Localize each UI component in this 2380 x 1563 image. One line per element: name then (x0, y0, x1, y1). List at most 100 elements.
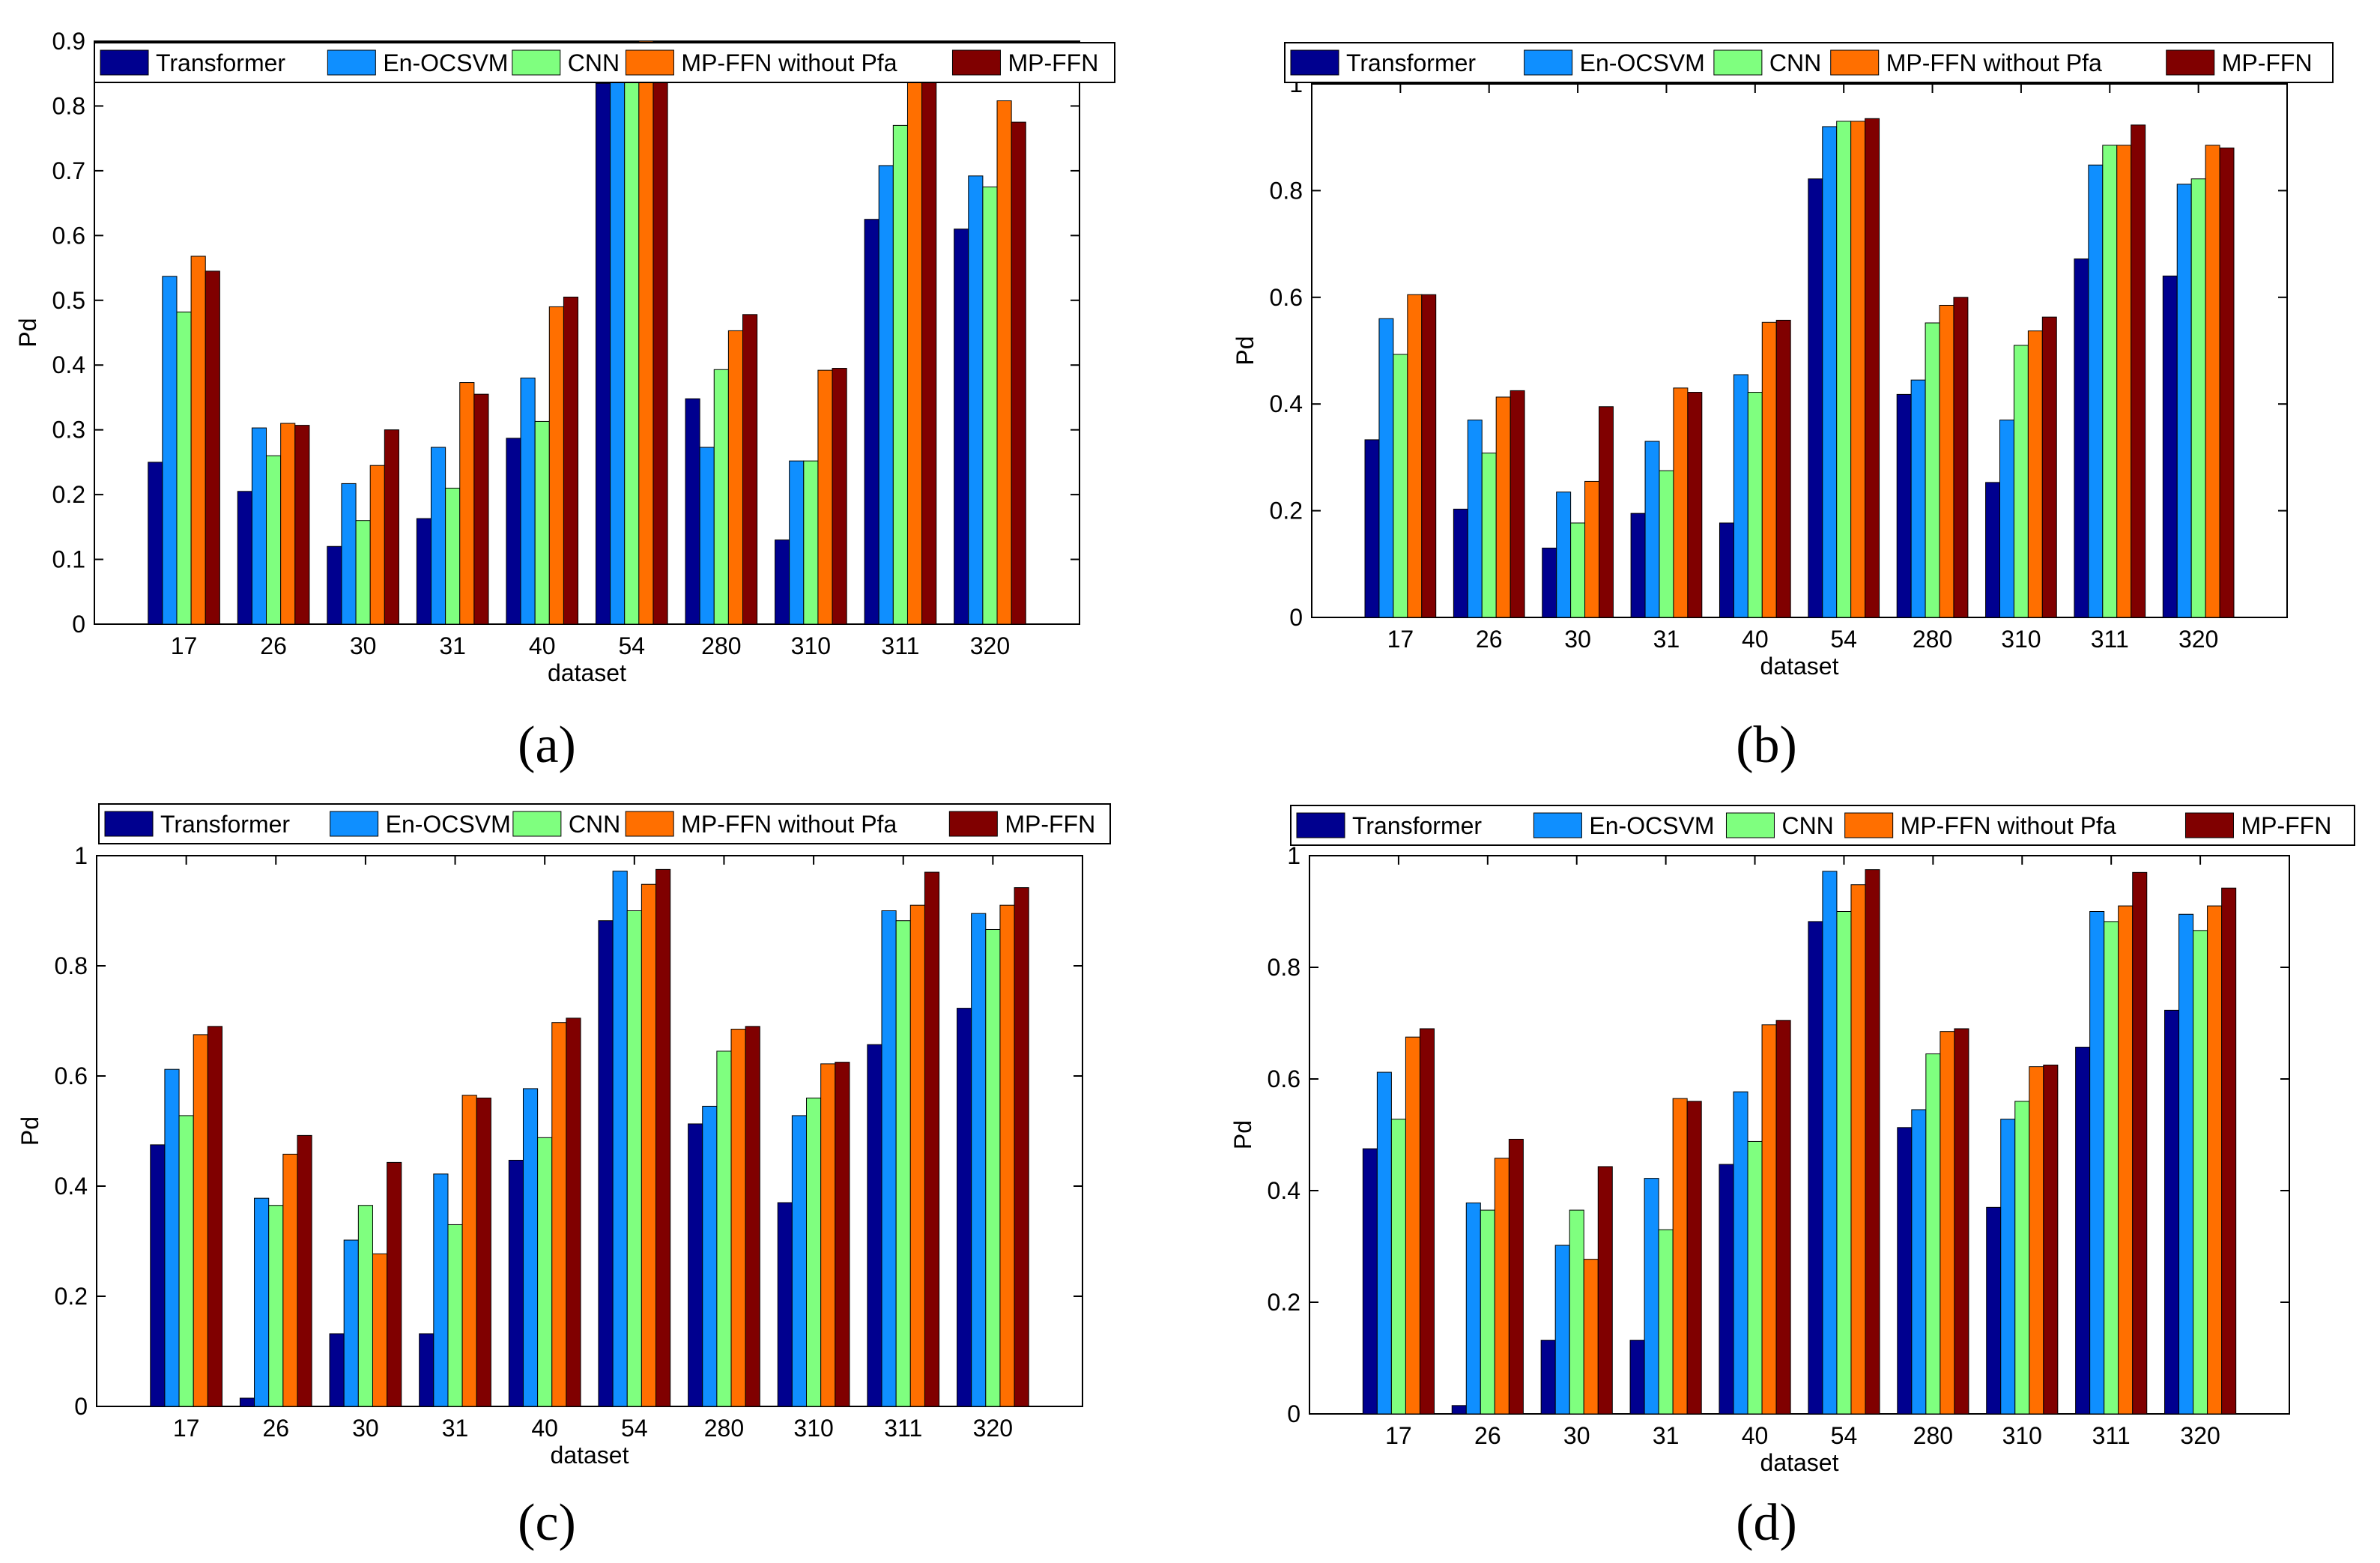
bar-c-320-1 (971, 913, 987, 1407)
bar-b-31-4 (1687, 392, 1703, 618)
bar-d-280-4 (1954, 1028, 1969, 1415)
bar-c-17-0 (150, 1144, 166, 1407)
legend-label-c-0: Transformer (160, 811, 290, 838)
legend-swatch-d-4 (2184, 812, 2234, 838)
bar-a-310-3 (817, 369, 833, 625)
bar-d-320-1 (2178, 913, 2194, 1415)
bar-d-40-2 (1747, 1140, 1763, 1415)
bar-d-30-4 (1597, 1166, 1613, 1415)
x-tick-label-a: 320 (970, 632, 1010, 659)
bar-c-54-3 (641, 883, 657, 1407)
bar-c-26-1 (254, 1197, 270, 1407)
legend-swatch-c-3 (625, 811, 674, 837)
legend-swatch-b-2 (1713, 49, 1763, 76)
chart-panel-b: 0 0.2 0.4 0.6 0.8 1 17 26 30 31 40 54 280 310 311 320 da… (1190, 0, 2380, 782)
bar-c-40-4 (566, 1018, 581, 1407)
y-tick-label-d: 0.2 (1268, 1289, 1300, 1316)
bar-a-280-4 (742, 314, 758, 625)
bar-b-320-4 (2219, 147, 2235, 618)
bar-c-311-0 (867, 1044, 882, 1407)
bar-a-31-3 (459, 382, 475, 625)
bar-b-17-2 (1393, 354, 1408, 618)
bar-c-40-1 (522, 1088, 539, 1407)
x-tick-label-c: 320 (973, 1415, 1013, 1442)
bar-b-54-3 (1850, 121, 1866, 618)
legend-label-a-2: CNN (568, 49, 620, 76)
bar-b-40-2 (1747, 392, 1763, 618)
bar-d-311-3 (2118, 905, 2134, 1415)
bar-d-40-0 (1719, 1164, 1734, 1415)
legend-label-b-2: CNN (1769, 49, 1821, 76)
y-tick-label-d: 0 (1287, 1400, 1300, 1427)
chart-d-svg: 0 0.2 0.4 0.6 0.8 1 17 26 30 31 40 54 280 310 311 320 da… (1229, 805, 2355, 1476)
bar-a-40-2 (534, 420, 550, 625)
bar-a-54-1 (610, 67, 626, 625)
bar-d-17-3 (1405, 1036, 1420, 1415)
bar-b-320-0 (2162, 275, 2178, 618)
y-tick-label-c: 0 (74, 1393, 88, 1420)
panel-caption-c: (c) (518, 1494, 576, 1552)
bar-a-311-2 (892, 124, 908, 625)
bar-c-280-2 (716, 1050, 732, 1407)
bar-b-26-3 (1495, 396, 1511, 618)
bar-b-31-2 (1659, 470, 1674, 618)
y-tick-label-a: 0.1 (52, 546, 85, 573)
bar-b-31-1 (1644, 441, 1660, 618)
bar-c-311-2 (895, 920, 911, 1407)
x-tick-label-b: 320 (2178, 626, 2218, 653)
bar-c-17-2 (178, 1115, 194, 1407)
bar-b-310-1 (1999, 420, 2014, 618)
bar-b-17-4 (1421, 294, 1437, 618)
x-tick-label-b: 26 (1476, 626, 1503, 653)
bar-d-40-1 (1733, 1091, 1748, 1415)
bar-d-54-3 (1850, 884, 1866, 1415)
chart-panel-a: 0 0.1 0.2 0.3 0.4 0.5 0.6 0.7 0.8 0.9 17 26 30 31 40 54… (0, 0, 1190, 782)
x-tick-label-a: 26 (260, 632, 287, 659)
x-tick-label-a: 54 (618, 632, 645, 659)
bar-c-31-0 (419, 1333, 434, 1407)
y-tick-label-b: 0 (1289, 604, 1303, 631)
bar-a-320-1 (968, 175, 984, 625)
bar-a-54-2 (624, 61, 640, 625)
bar-a-54-0 (595, 82, 611, 625)
bar-a-30-2 (355, 520, 371, 625)
legend-label-d-0: Transformer (1352, 812, 1482, 839)
bar-b-40-3 (1761, 321, 1777, 618)
bar-c-31-1 (433, 1173, 449, 1407)
bar-d-31-2 (1658, 1229, 1674, 1415)
x-tick-label-b: 280 (1913, 626, 1952, 653)
bar-c-31-4 (476, 1097, 491, 1407)
x-tick-label-c: 17 (173, 1415, 200, 1442)
legend-c: Transformer En-OCSVM CNN MP-FFN without Pfa… (98, 803, 1111, 844)
bar-c-280-0 (688, 1123, 703, 1407)
bar-c-320-3 (999, 904, 1015, 1407)
legend-label-d-3: MP-FFN without Pfa (1901, 812, 2116, 839)
bar-d-40-4 (1775, 1020, 1791, 1415)
legend-label-c-2: CNN (569, 811, 620, 838)
legend-label-d-4: MP-FFN (2241, 812, 2331, 839)
x-tick-label-d: 17 (1385, 1422, 1412, 1449)
x-tick-label-b: 31 (1653, 626, 1680, 653)
y-tick-label-d: 0.6 (1268, 1065, 1300, 1092)
bar-a-17-1 (162, 276, 178, 625)
x-tick-label-b: 310 (2001, 626, 2041, 653)
legend-label-b-1: En-OCSVM (1580, 49, 1705, 76)
bar-a-310-0 (775, 539, 790, 625)
x-axis-title-b: dataset (1760, 653, 1839, 680)
bar-c-54-1 (612, 871, 628, 1407)
bar-d-17-4 (1419, 1028, 1435, 1415)
bar-b-17-3 (1407, 294, 1423, 618)
x-tick-label-d: 311 (2092, 1422, 2131, 1449)
x-tick-label-d: 280 (1913, 1422, 1953, 1449)
y-tick-label-b: 0.8 (1270, 177, 1303, 204)
legend-swatch-d-0 (1296, 812, 1345, 838)
bar-a-40-3 (548, 306, 564, 625)
bar-d-310-4 (2043, 1064, 2059, 1415)
legend-box-a (94, 42, 1115, 83)
bar-b-30-1 (1556, 492, 1572, 618)
bar-d-31-0 (1629, 1340, 1645, 1415)
bar-a-280-2 (713, 369, 729, 625)
bar-c-320-2 (985, 928, 1001, 1407)
x-tick-label-d: 30 (1563, 1422, 1590, 1449)
bar-c-310-0 (777, 1202, 793, 1407)
